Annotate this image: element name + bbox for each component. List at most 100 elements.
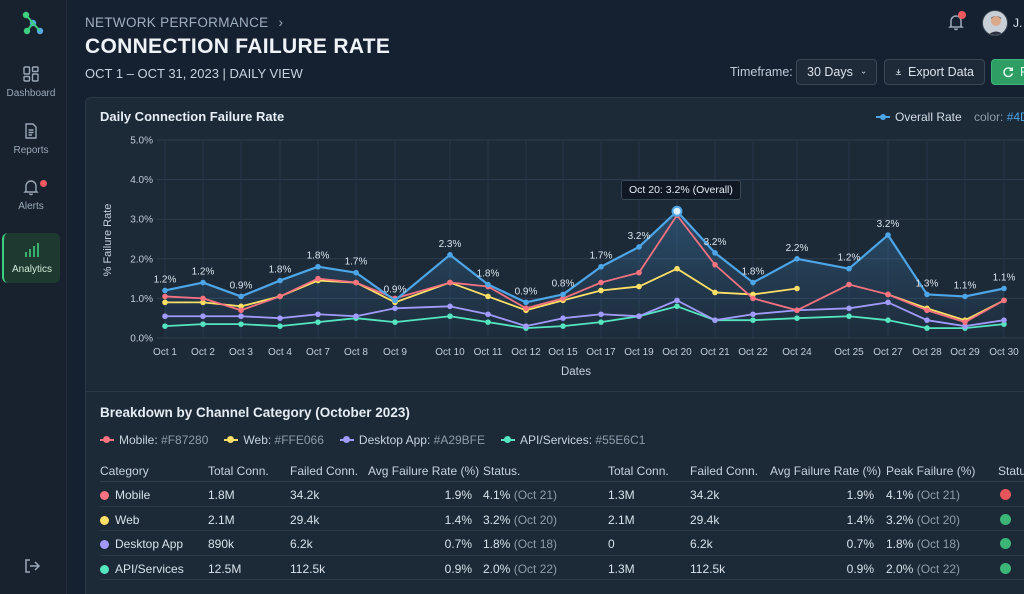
x-tick-label: Oct 9 bbox=[383, 347, 407, 358]
date-range: OCT 1 – OCT 31, 2023 | DAILY VIEW bbox=[85, 66, 303, 81]
data-label: 0.9% bbox=[384, 284, 407, 295]
data-label: 1.8% bbox=[477, 269, 500, 280]
timeframe-select[interactable]: 30 Days bbox=[796, 59, 877, 85]
peak-failure-cell: 3.2% (Oct 20) bbox=[886, 513, 960, 527]
x-tick-label: Oct 22 bbox=[738, 347, 768, 358]
y-tick-label: 0.0% bbox=[130, 334, 153, 345]
avg-value: 0.9% bbox=[444, 561, 472, 576]
data-point bbox=[1001, 285, 1007, 292]
legend-item-mobile[interactable]: Mobile: #F87280 bbox=[100, 433, 208, 447]
data-point bbox=[485, 319, 491, 325]
user-avatar-icon bbox=[983, 11, 1007, 35]
avg-failure-cell: 1.4% bbox=[445, 513, 472, 527]
data-point bbox=[447, 279, 453, 286]
data-point bbox=[200, 279, 206, 286]
column-header[interactable]: Total Conn. bbox=[208, 464, 269, 478]
category-name: API/Services bbox=[115, 561, 184, 576]
column-header[interactable]: Avg Failure Rate (%) bbox=[770, 464, 882, 478]
y-tick-label: 1.0% bbox=[130, 294, 153, 305]
status-rate: 2.0% bbox=[483, 561, 511, 576]
table-row[interactable]: Web 2.1M 29.4k 1.4% 3.2% (Oct 20) 2.1M 29.4k 1.… bbox=[100, 507, 1024, 531]
data-point bbox=[885, 317, 891, 323]
column-header[interactable]: Failed Conn. bbox=[290, 464, 359, 478]
data-point bbox=[162, 293, 168, 300]
avg-failure-cell-2: 1.9% bbox=[847, 488, 874, 502]
status-indicator bbox=[1000, 489, 1011, 500]
data-point bbox=[162, 299, 168, 306]
data-point bbox=[750, 317, 756, 323]
app-logo-icon[interactable] bbox=[20, 10, 46, 36]
x-tick-label: Oct 21 bbox=[700, 347, 730, 358]
data-label: 1.3% bbox=[916, 278, 939, 289]
total-value-2: 1.3M bbox=[608, 488, 635, 502]
legend-item-web[interactable]: Web: #FFE066 bbox=[224, 433, 324, 447]
y-tick-label: 4.0% bbox=[130, 175, 153, 186]
avg-failure-cell-2: 1.4% bbox=[847, 513, 874, 527]
column-header[interactable]: Total Conn. bbox=[608, 464, 669, 478]
data-point bbox=[636, 244, 642, 250]
status-cell: 1.8% (Oct 18) bbox=[483, 537, 557, 551]
logout-icon[interactable] bbox=[22, 556, 42, 576]
failed-value-2: 112.5k bbox=[690, 561, 726, 576]
column-header[interactable]: Status. bbox=[483, 464, 521, 478]
legend-overall-rate[interactable]: Overall Rate bbox=[876, 110, 962, 124]
data-point bbox=[560, 295, 566, 302]
data-point bbox=[315, 311, 321, 318]
section-divider bbox=[86, 391, 1024, 392]
table-row[interactable]: Mobile 1.8M 34.2k 1.9% 4.1% (Oct 21) 1.3M 34.2… bbox=[100, 482, 1024, 507]
data-label: 1.8% bbox=[307, 251, 330, 262]
category-name: Desktop App bbox=[115, 537, 184, 551]
breadcrumb-text: NETWORK PERFORMANCE bbox=[85, 15, 269, 30]
avatar[interactable] bbox=[982, 10, 1008, 36]
column-header[interactable]: Avg Failure Rate (%) bbox=[368, 464, 480, 478]
data-label: 1.1% bbox=[993, 273, 1016, 284]
chevron-right-icon: › bbox=[278, 15, 284, 30]
table-row[interactable]: Desktop App 890k 6.2k 0.7% 1.8% (Oct 18) 0 6.2… bbox=[100, 531, 1024, 556]
avg-failure-cell-2: 0.7% bbox=[847, 537, 874, 551]
legend-item-desktop-app[interactable]: Desktop App: #A29BFE bbox=[339, 433, 485, 447]
status-rate: 4.1% bbox=[483, 488, 511, 502]
status-date: (Oct 22) bbox=[513, 561, 558, 576]
failed-value: 34.2k bbox=[290, 488, 320, 502]
data-point bbox=[794, 315, 800, 321]
export-data-button[interactable]: Export Data bbox=[884, 59, 985, 85]
failed-conn-cell: 6.2k bbox=[290, 537, 313, 551]
breakdown-title: Breakdown by Channel Category (October 2… bbox=[100, 405, 410, 420]
x-tick-label: Oct 24 bbox=[782, 347, 812, 358]
column-header[interactable]: Peak Failure (%) bbox=[886, 464, 976, 478]
data-point bbox=[162, 287, 168, 294]
column-header[interactable]: Category bbox=[100, 464, 149, 478]
data-point bbox=[353, 269, 359, 276]
total-conn-cell-2: 1.3M bbox=[608, 562, 635, 576]
user-name[interactable]: J. bbox=[1013, 16, 1023, 30]
status-date: (Oct 18) bbox=[513, 537, 558, 551]
table-row[interactable]: API/Services 12.5M 112.5k 0.9% 2.0% (Oct 22)… bbox=[100, 556, 1024, 580]
sidebar-item-dashboard[interactable]: Dashboard bbox=[2, 57, 60, 107]
column-header[interactable]: Status bbox=[998, 464, 1024, 478]
data-point bbox=[674, 297, 680, 304]
sidebar-item-reports[interactable]: Reports bbox=[2, 114, 60, 164]
chevron-down-icon bbox=[861, 70, 866, 74]
avg-value: 0.7% bbox=[444, 537, 472, 551]
refresh-button[interactable]: R bbox=[991, 59, 1024, 85]
failed-conn-cell-2: 34.2k bbox=[690, 488, 719, 502]
data-point bbox=[315, 275, 321, 282]
data-point bbox=[750, 295, 756, 302]
avg-value: 1.9% bbox=[444, 488, 472, 502]
legend-item-api-services[interactable]: API/Services: #55E6C1 bbox=[501, 433, 645, 447]
data-point bbox=[885, 232, 891, 238]
x-tick-label: Oct 8 bbox=[344, 347, 368, 358]
notification-dot bbox=[958, 11, 966, 19]
y-tick-label: 2.0% bbox=[130, 254, 153, 265]
sidebar-item-alerts[interactable]: Alerts bbox=[2, 170, 60, 220]
data-point bbox=[712, 289, 718, 296]
avg-value-2: 0.9% bbox=[846, 561, 874, 576]
status-cell: 2.0% (Oct 22) bbox=[483, 562, 557, 576]
failed-conn-cell-2: 29.4k bbox=[690, 513, 719, 527]
failed-value: 112.5k bbox=[290, 561, 326, 576]
total-conn-cell-2: 1.3M bbox=[608, 488, 635, 502]
sidebar-item-analytics[interactable]: Analytics bbox=[2, 233, 60, 283]
column-header[interactable]: Failed Conn. bbox=[690, 464, 759, 478]
y-tick-label: 3.0% bbox=[130, 215, 153, 226]
breadcrumb[interactable]: NETWORK PERFORMANCE › bbox=[85, 15, 283, 30]
